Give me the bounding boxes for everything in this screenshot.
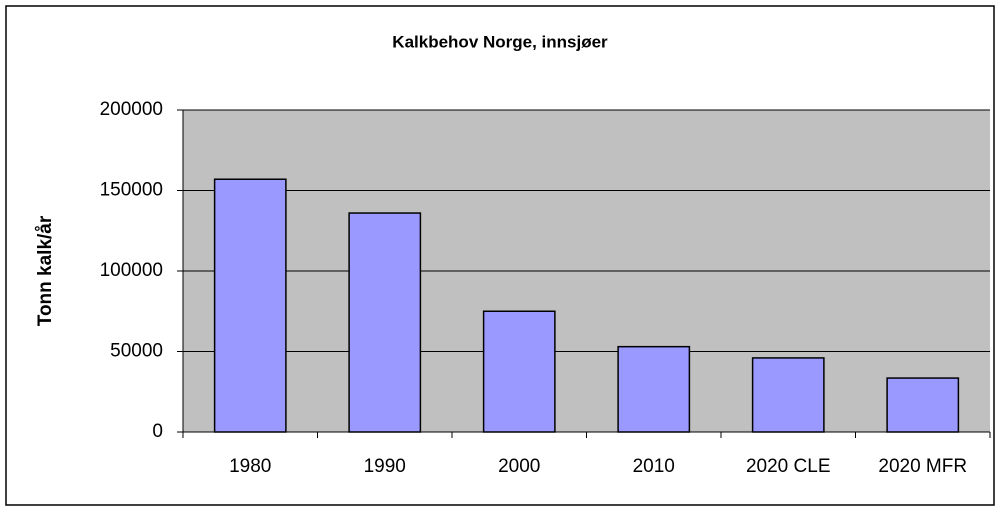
bar [751,357,825,433]
chart-title: Kalkbehov Norge, innsjøer [392,32,608,51]
y-tick-label: 50000 [110,341,163,362]
bar [213,178,287,433]
x-tick-label: 2020 CLE [746,456,831,477]
y-tick-label: 100000 [100,260,163,281]
bar [348,212,422,433]
bar [617,345,691,433]
x-tick-label: 2000 [498,456,540,477]
bar [886,377,960,433]
y-tick-label: 0 [152,421,163,442]
y-axis-label: Tonn kalk/år [35,215,56,326]
y-tick-label: 200000 [100,99,163,120]
x-tick-label: 1990 [364,456,406,477]
y-tick-label: 150000 [100,180,163,201]
x-tick-label: 2020 MFR [878,456,967,477]
x-tick-label: 2010 [633,456,675,477]
bar [482,310,556,433]
x-tick-label: 1980 [229,456,271,477]
